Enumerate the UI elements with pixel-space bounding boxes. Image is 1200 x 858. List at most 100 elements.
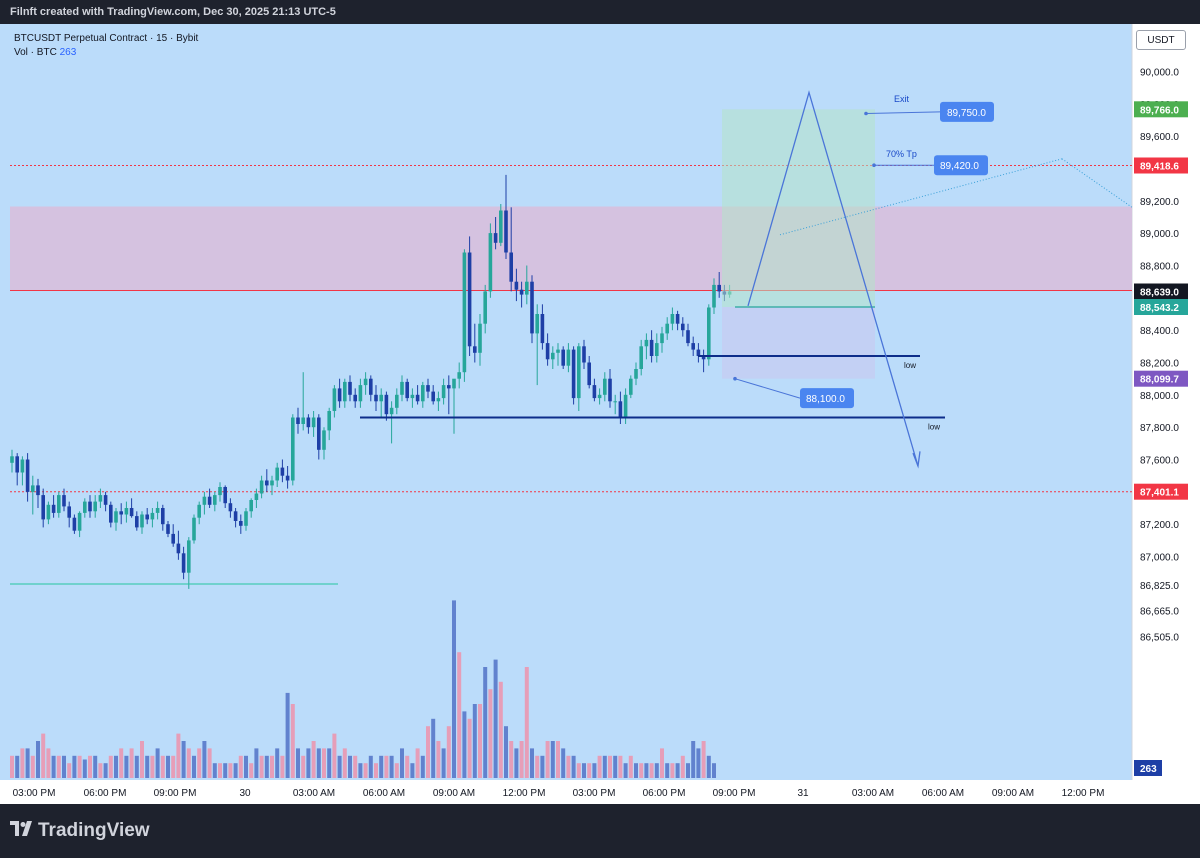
volume-bar: [504, 726, 508, 778]
volume-bar: [691, 741, 696, 778]
volume-bar: [384, 755, 389, 778]
volume-bar: [82, 759, 87, 778]
candle-body: [483, 291, 487, 324]
candle-body: [701, 356, 706, 360]
volume-bar: [488, 689, 493, 778]
price-tick-label: 86,825.0: [1140, 581, 1179, 592]
volume-bar: [108, 755, 113, 778]
candle-body: [707, 307, 711, 360]
volume-bar: [202, 741, 207, 778]
candle-body: [41, 495, 45, 520]
volume-bar: [686, 763, 690, 778]
candle-body: [613, 401, 617, 403]
candle-body: [337, 388, 342, 402]
candle-body: [77, 512, 82, 531]
candle-body: [114, 511, 118, 523]
projection-arrowhead: [912, 451, 921, 469]
volume-bar: [259, 755, 264, 778]
volume-bar: [270, 755, 274, 778]
candle-body: [717, 284, 721, 292]
price-tick-label: 89,600.0: [1140, 132, 1179, 143]
price-chart[interactable]: low low Exit 89,750.0 70% Tp 89,420.0 88,100.0…: [0, 24, 1200, 804]
volume-bar: [72, 755, 77, 778]
volume-bar: [285, 692, 290, 778]
price-badge-1: [1134, 157, 1188, 174]
candle-body: [452, 378, 456, 389]
time-tick-label: 09:00 AM: [433, 788, 475, 799]
price-badge-0: [1134, 101, 1188, 118]
candle-body: [124, 508, 129, 515]
price-badge-label: 87,401.1: [1140, 488, 1179, 499]
candle-body: [545, 343, 550, 360]
volume-bar: [389, 755, 394, 778]
price-badge-label: 88,099.7: [1140, 375, 1179, 386]
exit-price-text: 89,750.0: [947, 108, 986, 119]
candle-body: [259, 480, 264, 494]
volume-bar: [129, 748, 134, 778]
price-tick-label: 88,400.0: [1140, 326, 1179, 337]
position-stop-zone: [722, 307, 875, 379]
symbol-legend: BTCUSDT Perpetual Contract · 15 · Bybit: [14, 33, 199, 44]
candle-body: [561, 349, 565, 366]
volume-bar: [613, 755, 618, 778]
volume-bar: [124, 755, 129, 778]
candle-body: [478, 323, 482, 353]
projection-path: [747, 90, 919, 467]
candle-body: [15, 456, 19, 473]
candle-body: [566, 349, 571, 366]
candle-body: [415, 394, 420, 402]
candle-body: [202, 496, 207, 505]
candle-body: [103, 495, 108, 505]
volume-bar: [712, 763, 716, 778]
volume-bar: [114, 755, 118, 778]
price-badge-label: 88,639.0: [1140, 288, 1179, 299]
candle-body: [389, 407, 394, 415]
volume-bar: [436, 741, 441, 778]
candle-body: [597, 394, 602, 399]
volume-bar: [51, 755, 56, 778]
time-tick-label: 03:00 PM: [573, 788, 616, 799]
volume-bar: [56, 755, 61, 778]
currency-selector-button[interactable]: USDT: [1136, 30, 1186, 50]
volume-bar: [119, 748, 124, 778]
time-tick-label: 06:00 AM: [363, 788, 405, 799]
candle-body: [457, 372, 461, 379]
volume-bar: [400, 748, 404, 778]
volume-bar: [467, 718, 472, 778]
volume-bar: [207, 748, 212, 778]
candle-body: [332, 388, 337, 411]
volume-bar: [660, 748, 664, 778]
volume-bar: [337, 755, 342, 778]
candle-body: [374, 394, 378, 402]
candle-body: [317, 417, 321, 450]
volume-bar: [472, 704, 477, 778]
candle-body: [88, 501, 92, 512]
time-tick-label: 09:00 PM: [713, 788, 756, 799]
price-tick-label: 88,200.0: [1140, 359, 1179, 370]
candle-body: [712, 284, 716, 308]
volume-bar: [561, 748, 566, 778]
volume-bar: [316, 748, 321, 778]
candle-body: [98, 495, 103, 502]
stop-connector: [734, 378, 801, 399]
price-badge-4: [1134, 370, 1188, 387]
tp-label: 70% Tp: [886, 149, 917, 159]
candle-body: [582, 346, 586, 363]
price-tick-label: 90,000.0: [1140, 67, 1179, 78]
candle-body: [306, 417, 311, 428]
time-tick-label: 09:00 AM: [992, 788, 1034, 799]
price-badge-label: 89,766.0: [1140, 105, 1179, 116]
candle-body: [493, 233, 498, 243]
candle-body: [608, 378, 612, 402]
volume-bar: [540, 755, 545, 778]
candle-body: [400, 381, 404, 395]
candle-body: [197, 504, 201, 518]
candle-body: [218, 487, 222, 496]
candle-body: [31, 485, 35, 492]
volume-bar: [639, 763, 644, 778]
volume-bar: [493, 659, 498, 778]
candle-body: [301, 417, 305, 424]
candle-body: [187, 540, 191, 573]
volume-bar: [98, 763, 103, 778]
dotted-trendline-2: [1061, 158, 1133, 208]
